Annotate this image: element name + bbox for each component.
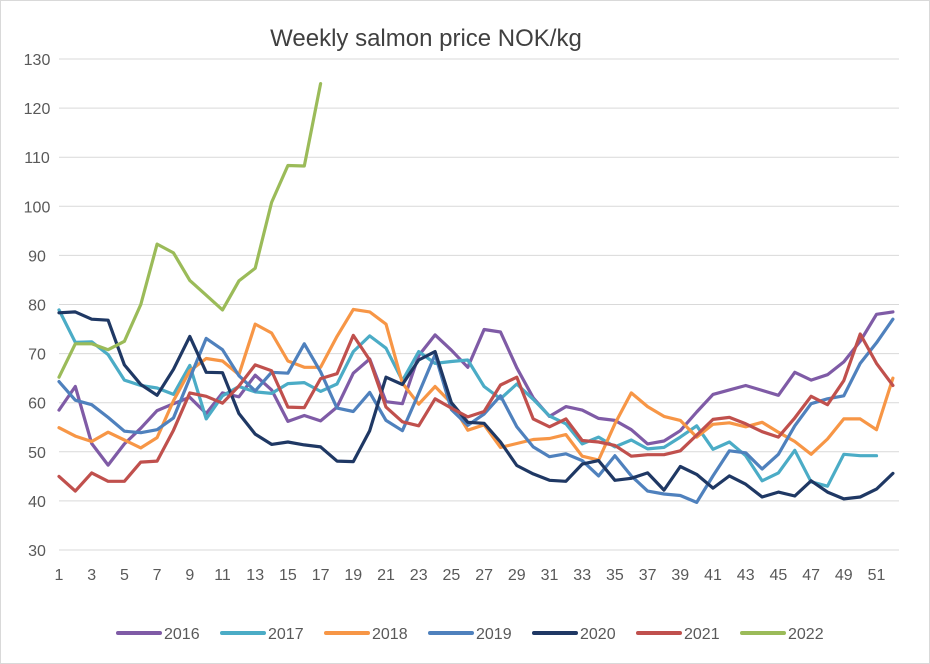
x-tick-label: 35: [606, 567, 624, 584]
gridlines: [59, 58, 899, 551]
y-axis-tick-labels: 30 40 50 60 70 80 90 100 110 120 130: [24, 52, 51, 560]
legend-item-2018: 2018: [324, 626, 408, 643]
legend: 2016 2017 2018 2019 2020 2021 2022: [116, 626, 824, 643]
legend-label: 2021: [684, 626, 720, 643]
x-tick-label: 21: [377, 567, 395, 584]
x-tick-label: 31: [541, 567, 559, 584]
y-tick-label: 60: [28, 396, 46, 413]
legend-label: 2020: [580, 626, 616, 643]
legend-label: 2022: [788, 626, 824, 643]
series-line-2016: [57, 310, 895, 467]
x-axis-tick-labels: 1 3 5 7 9 11 13 15 17 19 21 23 25 27 29 31 33 35 37 39 41 43 4…: [55, 567, 886, 584]
y-tick-label: 120: [24, 101, 51, 118]
x-tick-label: 13: [246, 567, 264, 584]
legend-item-2019: 2019: [428, 626, 512, 643]
legend-item-2021: 2021: [636, 626, 720, 643]
y-tick-label: 130: [24, 52, 51, 69]
y-tick-label: 110: [24, 150, 50, 167]
x-tick-label: 25: [443, 567, 461, 584]
x-tick-label: 1: [55, 567, 64, 584]
x-tick-label: 11: [214, 567, 231, 584]
series-lines: [57, 81, 895, 504]
x-tick-label: 45: [770, 567, 788, 584]
x-tick-label: 39: [671, 567, 689, 584]
y-tick-label: 50: [28, 445, 46, 462]
series-line-2019: [57, 317, 895, 504]
legend-item-2020: 2020: [532, 626, 616, 643]
y-tick-label: 70: [28, 347, 46, 364]
y-tick-label: 40: [28, 494, 46, 511]
x-tick-label: 7: [153, 567, 162, 584]
chart-title: Weekly salmon price NOK/kg: [270, 25, 582, 52]
x-tick-label: 29: [508, 567, 526, 584]
legend-label: 2016: [164, 626, 200, 643]
x-tick-label: 15: [279, 567, 297, 584]
x-tick-label: 47: [802, 567, 820, 584]
x-tick-label: 27: [475, 567, 493, 584]
x-tick-label: 17: [312, 567, 330, 584]
legend-item-2022: 2022: [740, 626, 824, 643]
x-tick-label: 23: [410, 567, 428, 584]
x-tick-label: 43: [737, 567, 755, 584]
x-tick-label: 3: [87, 567, 96, 584]
y-tick-label: 100: [24, 199, 51, 216]
legend-label: 2017: [268, 626, 304, 643]
legend-label: 2018: [372, 626, 408, 643]
x-tick-label: 51: [868, 567, 886, 584]
x-tick-label: 37: [639, 567, 657, 584]
series-line-2018: [57, 307, 895, 462]
x-tick-label: 5: [120, 567, 129, 584]
series-line-2020: [57, 310, 895, 501]
series-line-2022: [57, 81, 323, 379]
x-tick-label: 9: [185, 567, 194, 584]
legend-item-2016: 2016: [116, 626, 200, 643]
series-line-2021: [57, 332, 895, 493]
legend-item-2017: 2017: [220, 626, 304, 643]
x-tick-label: 33: [573, 567, 591, 584]
x-tick-label: 49: [835, 567, 853, 584]
legend-label: 2019: [476, 626, 512, 643]
y-tick-label: 90: [28, 248, 46, 265]
y-tick-label: 80: [28, 298, 46, 315]
y-tick-label: 30: [28, 543, 46, 560]
x-tick-label: 19: [344, 567, 362, 584]
x-tick-label: 41: [704, 567, 722, 584]
